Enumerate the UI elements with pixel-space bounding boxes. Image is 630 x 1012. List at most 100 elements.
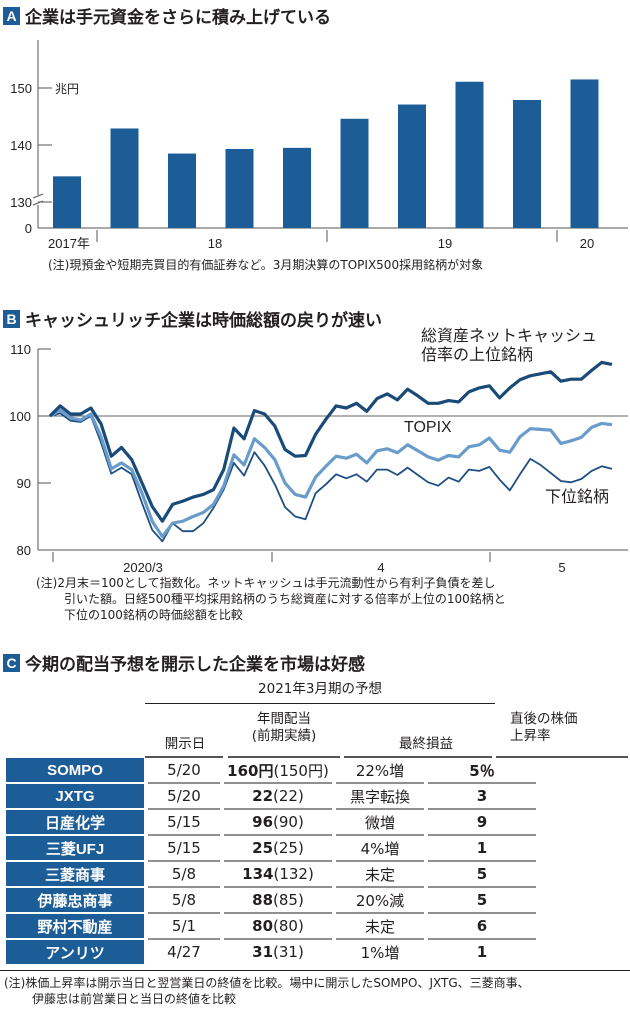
dividend-previous: (150円): [273, 761, 329, 780]
dividend-forecast: 80: [252, 917, 274, 935]
col-header-dividend: 年間配当 (前期実績): [228, 711, 340, 745]
col-header-rise-line2: 上昇率: [510, 728, 551, 744]
dividend-previous: (132): [273, 865, 314, 883]
company-name: 三菱商事: [6, 862, 144, 888]
dividend-forecast: 160円: [227, 761, 274, 780]
series-label-upper: 総資産ネットキャッシュ: [421, 327, 597, 345]
x-tick-label: 2020/3: [123, 560, 163, 575]
section-c-note-line: 伊藤忠は前営業日と当日の終値を比較: [32, 992, 237, 1006]
x-tick-label: 20: [580, 236, 594, 251]
net-profit: 未定: [336, 914, 424, 940]
company-name: 三菱UFJ: [6, 836, 144, 862]
x-tick-label: 19: [438, 236, 452, 251]
dividend-previous: (80): [273, 917, 304, 935]
col-header-dividend-line2: (前期実績): [251, 728, 317, 744]
section-c-note: (注)株価上昇率は開示当日と翌営業日の終値を比較。場中に開示したSOMPO、JX…: [4, 975, 530, 1007]
disclosure-date: 4/27: [167, 943, 201, 961]
col-header-dividend-line1: 年間配当: [257, 711, 311, 727]
table-row: JXTG 5/20 22(22) 黒字転換 3: [6, 784, 536, 810]
series-label-topix: TOPIX: [404, 419, 452, 436]
bar: [53, 176, 81, 228]
axis-break-gap: [32, 195, 44, 205]
series-line-topix: [49, 408, 613, 539]
section-b-title: B キャッシュリッチ企業は時価総額の戻りが速い: [3, 306, 382, 331]
disclosure-date: 5/20: [148, 784, 220, 810]
table-row: 野村不動産 5/1 80(80) 未定 6: [6, 914, 536, 940]
table-row: 三菱商事 5/8 134(132) 未定 5: [6, 862, 536, 888]
dividend-forecast: 22: [252, 787, 274, 805]
section-c-note-line: (注)株価上昇率は開示当日と翌営業日の終値を比較。場中に開示したSOMPO、JX…: [4, 976, 530, 990]
y-tick-label: 90: [17, 476, 31, 491]
series-line-lower: [49, 412, 613, 543]
price-rise: 6: [428, 914, 536, 940]
section-b-note-line: 下位の100銘柄の時価総額を比較: [64, 608, 243, 622]
annual-dividend: 80(80): [224, 914, 332, 940]
group-header-rule: [145, 703, 495, 704]
y-tick-label: 110: [10, 342, 31, 357]
company-name: 日産化学: [6, 810, 144, 836]
net-profit: 20%減: [336, 888, 424, 914]
dividend-table: SOMPO 5/20 160円(150円) 22%増 5％ JXTG 5/20 22(22) 黒…: [2, 758, 540, 964]
dividend-previous: (90): [273, 813, 304, 831]
y-tick-label: 0: [25, 221, 32, 236]
bar: [513, 99, 541, 228]
series-label-upper: 倍率の上位銘柄: [421, 346, 533, 364]
section-a-title-text: 企業は手元資金をさらに積み上げている: [25, 8, 331, 28]
disclosure-date: 5/15: [148, 810, 220, 836]
section-a-title: A 企業は手元資金をさらに積み上げている: [3, 3, 331, 28]
net-profit: 未定: [336, 862, 424, 888]
y-tick-label: 130: [10, 195, 32, 210]
col-header-rise-line1: 直後の株価: [510, 711, 578, 727]
dividend-previous: (31): [273, 943, 304, 961]
bar: [168, 153, 196, 228]
net-profit: 22%増: [336, 758, 424, 784]
table-row: 伊藤忠商事 5/8 88(85) 20%減 5: [6, 888, 536, 914]
dividend-previous: (85): [273, 891, 304, 909]
price-rise: 3: [428, 784, 536, 810]
bar: [570, 79, 599, 228]
table-row: 三菱UFJ 5/15 25(25) 4%増 1: [6, 836, 536, 862]
section-a-note: (注)現預金や短期売買目的有価証券など。3月期決算のTOPIX500採用銘柄が対…: [48, 258, 484, 272]
section-c-badge: C: [3, 653, 20, 672]
price-rise: 5％: [428, 758, 536, 784]
bar: [110, 128, 139, 228]
section-c-title: C 今期の配当予想を開示した企業を市場は好感: [3, 650, 365, 675]
axis-break-mark: [32, 193, 44, 199]
y-tick-label: 100: [9, 409, 31, 424]
y-tick-label: 140: [10, 138, 32, 153]
series-label-lower: 下位銘柄: [545, 488, 609, 506]
dividend-forecast: 31: [252, 943, 274, 961]
company-name: 伊藤忠商事: [6, 888, 144, 914]
col-header-profit: 最終損益: [399, 736, 453, 752]
disclosure-date: 5/1: [148, 914, 220, 940]
x-tick-label: 18: [208, 236, 222, 251]
section-b-title-text: キャッシュリッチ企業は時価総額の戻りが速い: [25, 311, 382, 331]
annual-dividend: 25(25): [224, 836, 332, 862]
price-rise: 1: [476, 943, 488, 961]
disclosure-date: 5/15: [148, 836, 220, 862]
x-tick-label: 2017年: [48, 236, 90, 251]
bar: [340, 118, 369, 228]
table-row: SOMPO 5/20 160円(150円) 22%増 5％: [6, 758, 536, 784]
annual-dividend: 134(132): [224, 862, 332, 888]
x-tick-label: 5: [558, 560, 565, 575]
dividend-forecast: 134: [242, 865, 274, 883]
section-b-note-line: 引いた額。日経500種平均採用銘柄のうち総資産に対する倍率が上位の100銘柄と: [64, 592, 506, 606]
annual-dividend: 96(90): [224, 810, 332, 836]
disclosure-date: 5/8: [148, 862, 220, 888]
disclosure-date: 5/20: [148, 758, 220, 784]
annual-dividend: 88(85): [224, 888, 332, 914]
y-tick-label: 150: [10, 81, 32, 96]
net-profit: 1%増: [360, 943, 400, 962]
price-rise: 9: [428, 810, 536, 836]
bar: [283, 147, 311, 228]
table-row: アンリツ 4/27 31(31) 1%増 1: [6, 940, 536, 964]
company-name: アンリツ: [6, 940, 144, 964]
price-rise: 1: [428, 836, 536, 862]
bar: [455, 81, 484, 228]
net-profit: 黒字転換: [336, 784, 424, 810]
bar: [225, 148, 254, 228]
dividend-forecast: 88: [252, 891, 274, 909]
annual-dividend: 160円(150円): [224, 758, 332, 784]
